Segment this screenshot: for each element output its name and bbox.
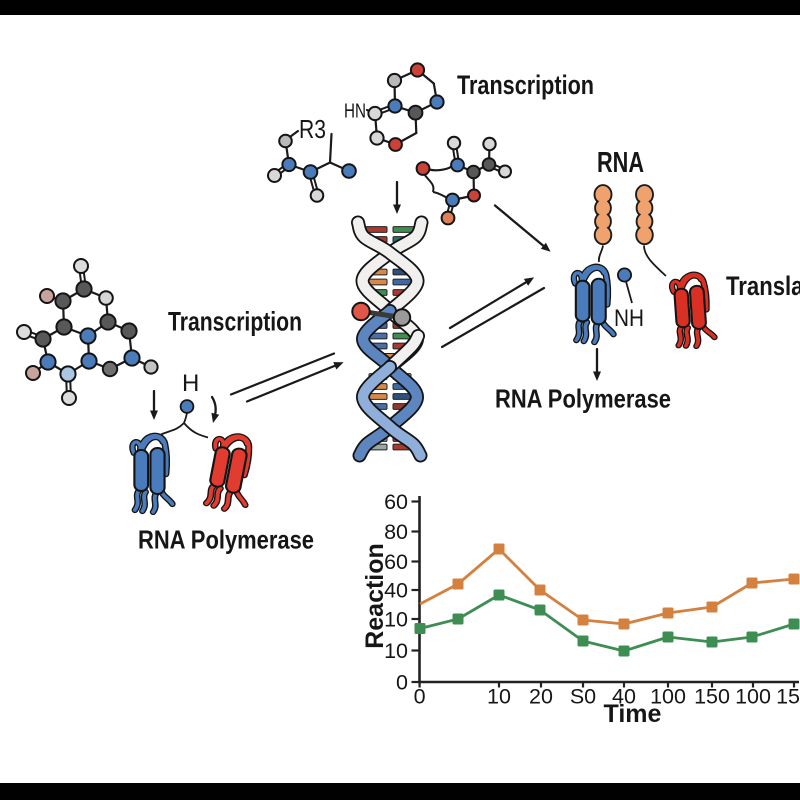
svg-text:150: 150: [776, 685, 800, 709]
svg-text:Transcription: Transcription: [457, 70, 594, 100]
svg-text:60: 60: [384, 490, 408, 514]
svg-text:H: H: [182, 370, 199, 397]
svg-text:100: 100: [735, 685, 771, 709]
svg-text:R3: R3: [299, 114, 326, 144]
svg-text:RNA Polymerase: RNA Polymerase: [495, 384, 671, 414]
svg-text:10: 10: [384, 608, 408, 632]
svg-text:100: 100: [650, 685, 686, 709]
svg-text:0: 0: [414, 685, 426, 709]
svg-text:Translation: Translation: [726, 271, 800, 301]
svg-text:20: 20: [529, 685, 553, 709]
svg-text:40: 40: [612, 685, 636, 709]
svg-text:S0: S0: [570, 685, 596, 709]
svg-text:Transcription: Transcription: [168, 307, 302, 337]
svg-text:HN: HN: [344, 101, 366, 123]
svg-text:10: 10: [384, 639, 408, 663]
svg-text:10: 10: [487, 685, 511, 709]
svg-text:60: 60: [384, 550, 408, 574]
svg-text:RNA Polymerase: RNA Polymerase: [138, 525, 314, 555]
svg-text:150: 150: [694, 685, 730, 709]
svg-text:80: 80: [384, 520, 408, 544]
svg-text:40: 40: [384, 579, 408, 603]
svg-text:Time: Time: [604, 700, 662, 728]
svg-text:RNA: RNA: [597, 147, 644, 179]
svg-text:NH: NH: [614, 305, 644, 332]
svg-text:Reaction: Reaction: [361, 543, 389, 649]
svg-text:0: 0: [396, 671, 408, 695]
